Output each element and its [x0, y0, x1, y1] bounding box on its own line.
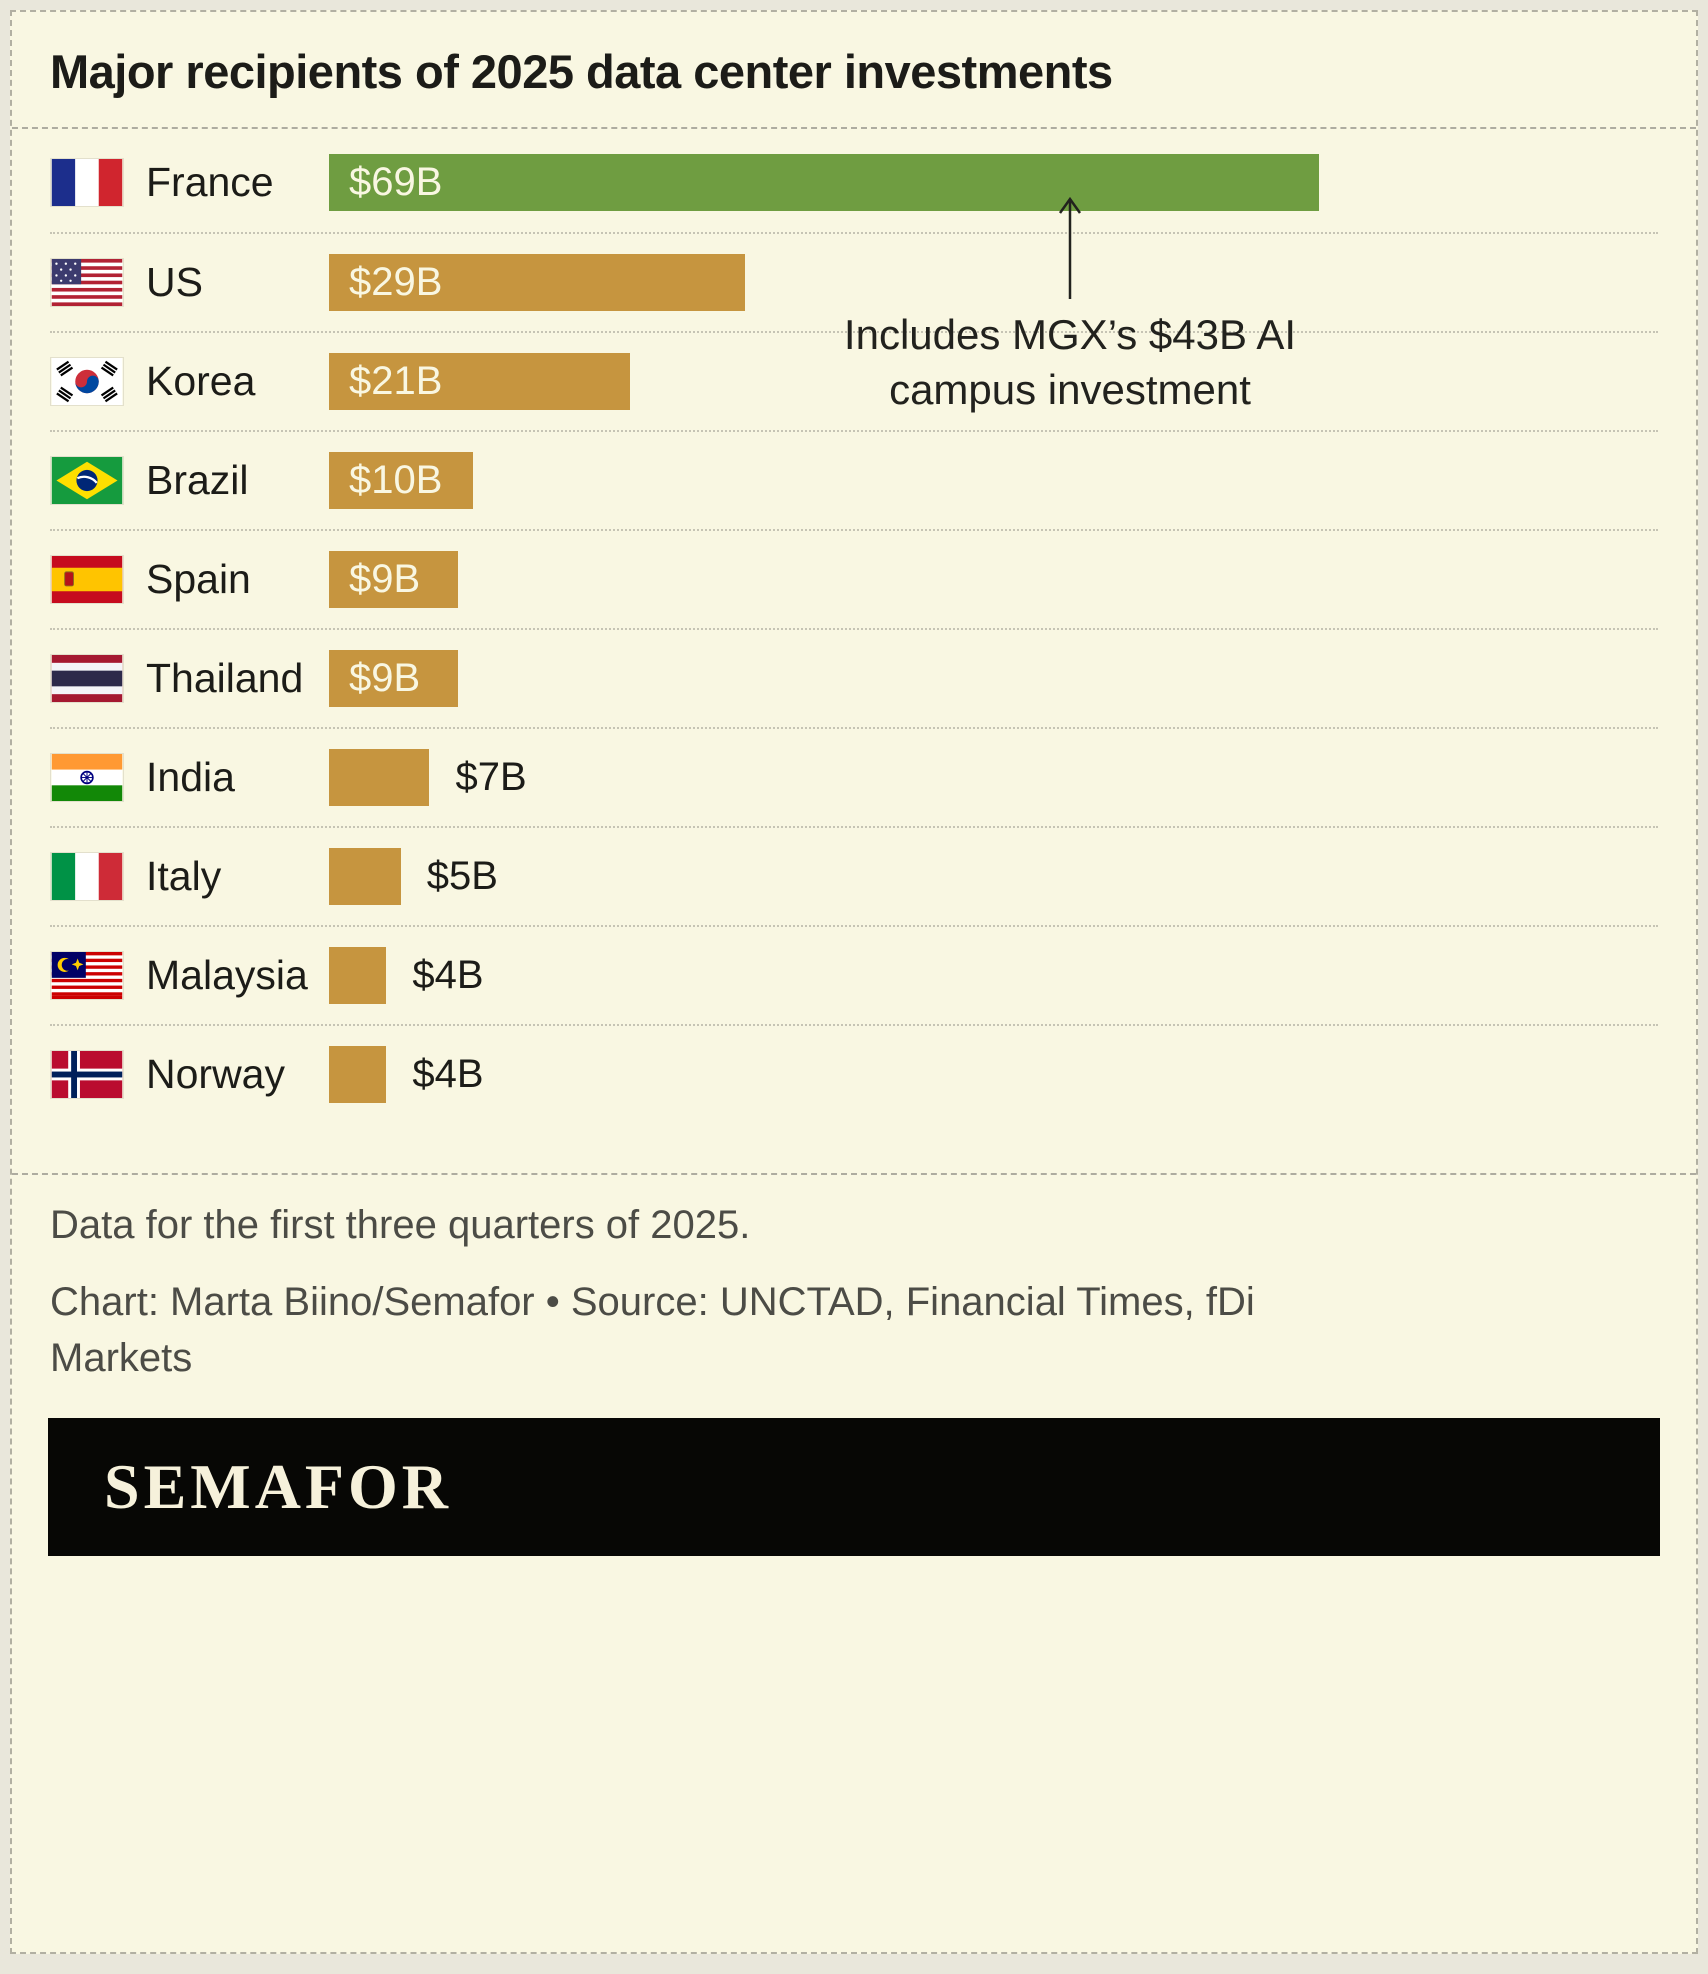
country-label-norway: Norway [146, 1051, 285, 1097]
country-label-korea: Korea [146, 358, 256, 404]
chart-title: Major recipients of 2025 data center inv… [12, 12, 1696, 129]
country-label-italy: Italy [146, 853, 222, 899]
bar-france: $69B [329, 154, 1320, 211]
value-label-spain: $9B [349, 557, 421, 601]
bar-area: $9B [329, 630, 1658, 727]
country-label-malaysia: Malaysia [146, 952, 308, 998]
brazil-flag-icon [50, 456, 124, 505]
value-label-us: $29B [349, 260, 443, 304]
bar-italy [329, 848, 401, 905]
value-label-italy: $5B [426, 854, 498, 898]
country-label-spain: Spain [146, 556, 251, 602]
annotation-text: Includes MGX’s $43B AI campus investment [843, 311, 1297, 414]
chart-row-italy: Italy $5B [50, 826, 1658, 925]
credit-line: Chart: Marta Biino/Semafor • Source: UNC… [50, 1280, 1255, 1380]
country-label-thailand: Thailand [146, 655, 304, 701]
semafor-logo: SEMAFOR [104, 1451, 452, 1522]
value-label-brazil: $10B [349, 458, 443, 502]
thailand-flag-icon [50, 654, 124, 703]
chart-row-brazil: Brazil $10B [50, 430, 1658, 529]
bar-area: $9B [329, 531, 1658, 628]
value-label-malaysia: $4B [412, 953, 484, 997]
bar-area: $29B [329, 234, 1658, 331]
value-label-india: $7B [455, 755, 527, 799]
bar-brazil: $10B [329, 452, 473, 509]
bar-norway [329, 1046, 387, 1103]
bar-malaysia [329, 947, 387, 1004]
india-flag-icon [50, 753, 124, 802]
malaysia-flag-icon [50, 951, 124, 1000]
annotation: Includes MGX’s $43B AI campus investment [800, 195, 1340, 418]
chart-row-norway: Norway $4B [50, 1024, 1658, 1123]
value-label-france: $69B [349, 160, 443, 204]
chart-card: Major recipients of 2025 data center inv… [10, 10, 1698, 1954]
bar-area: $7B [329, 729, 1658, 826]
spain-flag-icon [50, 555, 124, 604]
chart-row-thailand: Thailand $9B [50, 628, 1658, 727]
chart-row-spain: Spain $9B [50, 529, 1658, 628]
arrow-up-icon [1058, 196, 1082, 299]
italy-flag-icon [50, 852, 124, 901]
value-label-thailand: $9B [349, 656, 421, 700]
country-label-us: US [146, 259, 203, 305]
south-korea-flag-icon [50, 357, 124, 406]
bar-area: $4B [329, 927, 1658, 1024]
bar-india [329, 749, 430, 806]
value-label-norway: $4B [412, 1052, 484, 1096]
chart-row-korea: Korea $21B [50, 331, 1658, 430]
value-label-korea: $21B [349, 359, 443, 403]
country-label-india: India [146, 754, 235, 800]
footer: Data for the first three quarters of 202… [12, 1175, 1696, 1386]
bar-area: $5B [329, 828, 1658, 925]
bar-area: $4B [329, 1026, 1658, 1123]
bar-spain: $9B [329, 551, 459, 608]
chart-row-us: US $29B [50, 232, 1658, 331]
country-label-brazil: Brazil [146, 457, 249, 503]
bar-thailand: $9B [329, 650, 459, 707]
bar-area: $69B [329, 133, 1658, 232]
country-label-france: France [146, 159, 274, 205]
footnote: Data for the first three quarters of 202… [50, 1203, 751, 1247]
chart-row-india: India $7B [50, 727, 1658, 826]
semafor-logo-bar: SEMAFOR [48, 1418, 1660, 1556]
bar-area: $21B [329, 333, 1658, 430]
bar-us: $29B [329, 254, 746, 311]
bar-area: $10B [329, 432, 1658, 529]
chart-row-malaysia: Malaysia $4B [50, 925, 1658, 1024]
us-flag-icon [50, 258, 124, 307]
chart-rows: France $69B US $29B [12, 129, 1696, 1173]
norway-flag-icon [50, 1050, 124, 1099]
chart-row-france: France $69B [50, 133, 1658, 232]
france-flag-icon [50, 158, 124, 207]
footer-divider [12, 1173, 1696, 1175]
bar-korea: $21B [329, 353, 631, 410]
